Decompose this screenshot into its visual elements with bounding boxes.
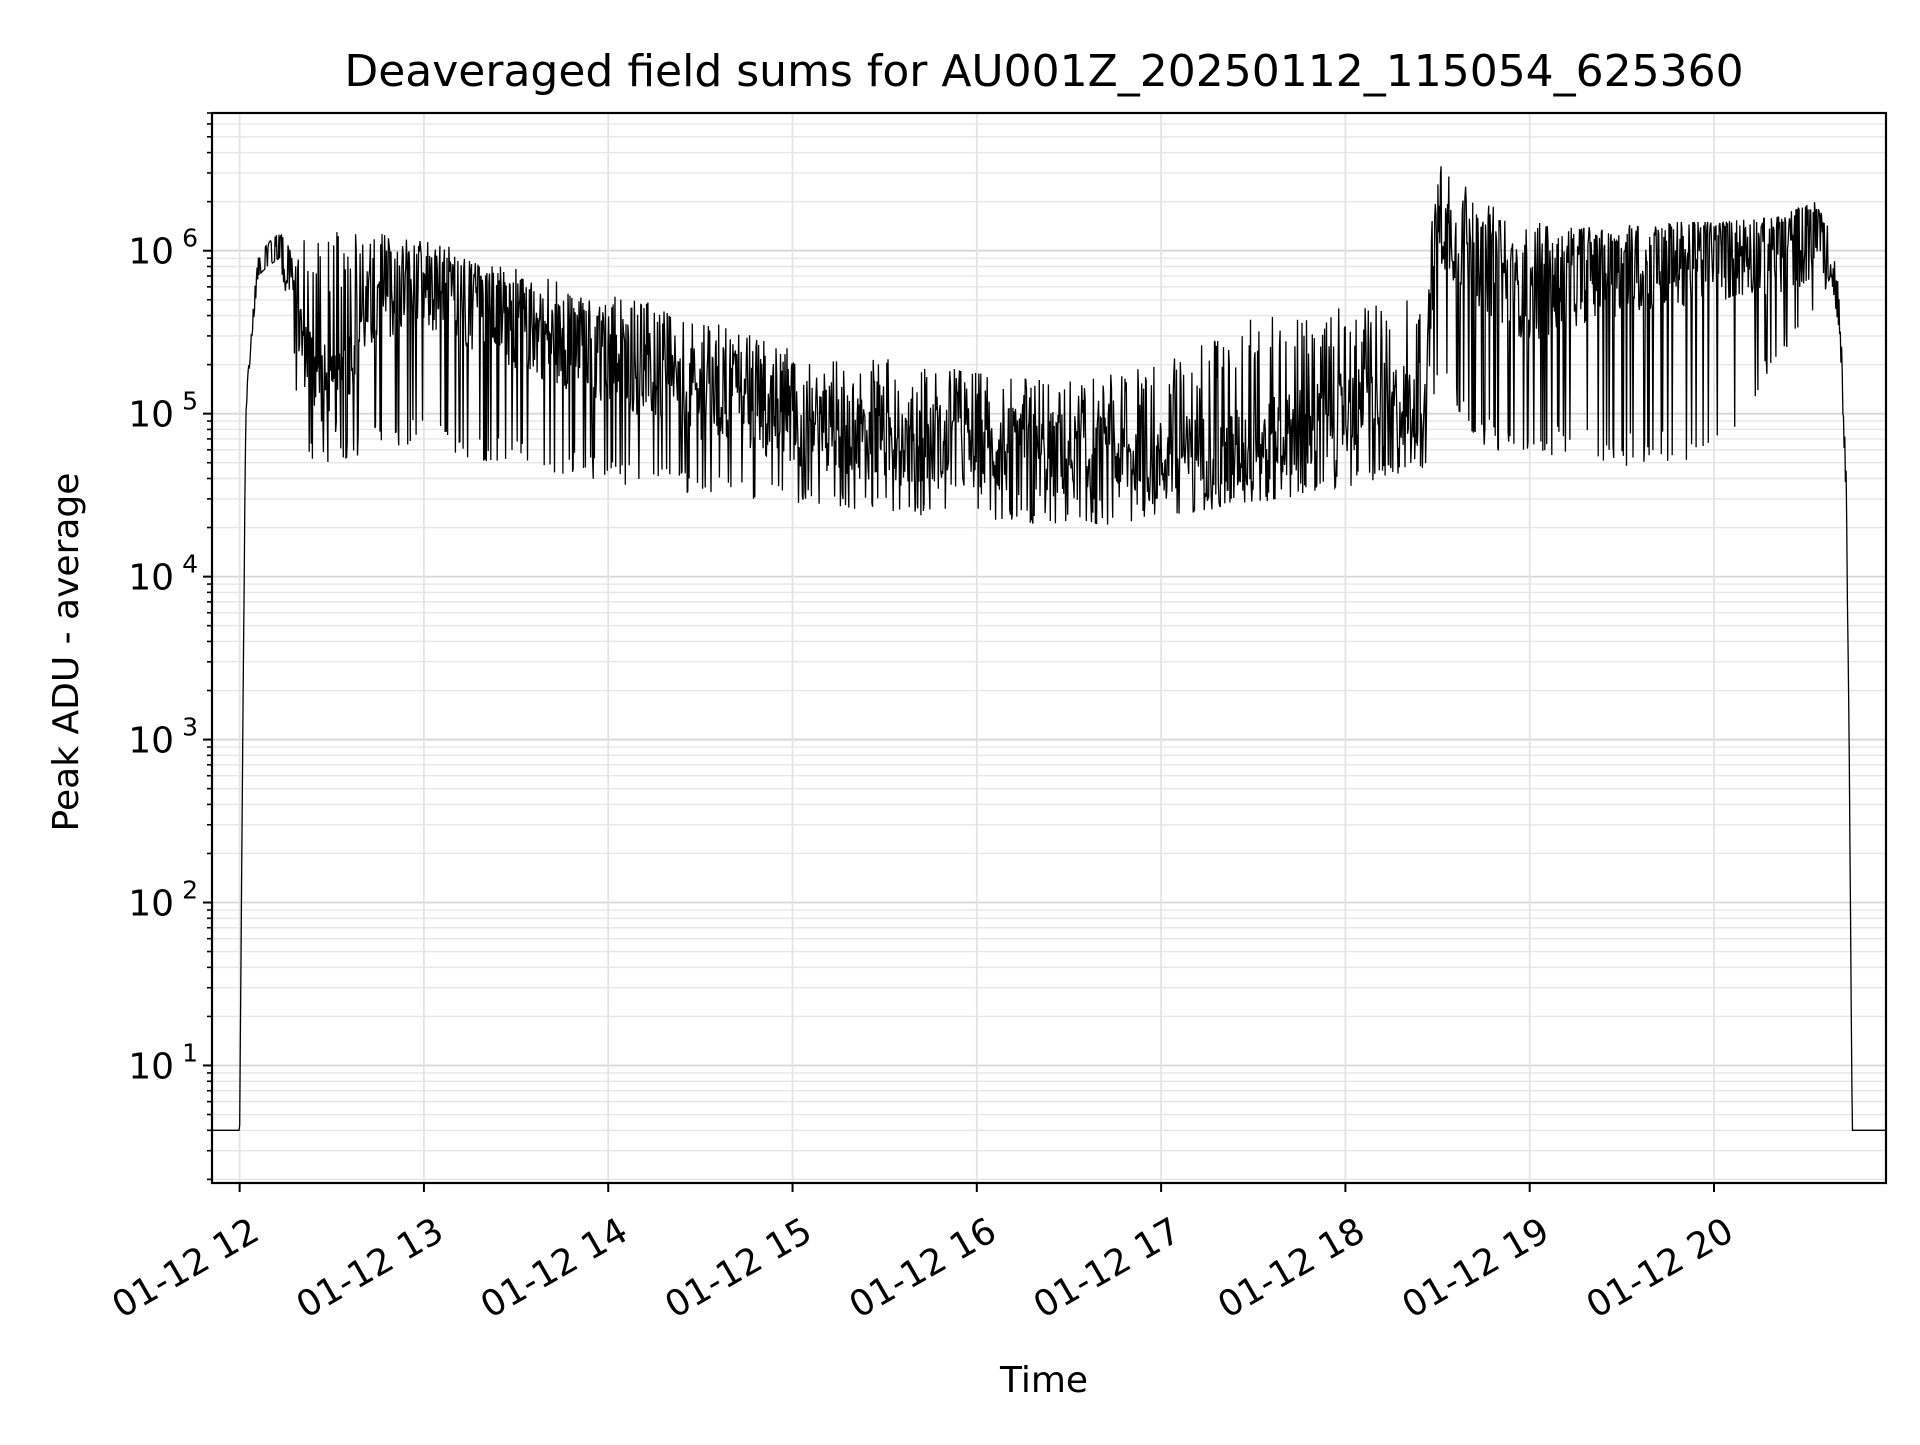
y-tick-exponent: 5 [182,387,198,416]
y-tick-label: 10 [128,232,174,273]
y-tick-label: 10 [128,558,174,599]
y-axis-label: Peak ADU - average [46,473,87,832]
y-tick-exponent: 4 [182,550,198,579]
y-tick-exponent: 1 [182,1038,198,1067]
y-tick-exponent: 6 [182,224,198,253]
series-line [212,166,1886,1131]
chart-title: Deaveraged field sums for AU001Z_2025011… [344,46,1743,97]
x-axis-label: Time [999,1360,1088,1401]
y-tick-label: 10 [128,395,174,436]
y-tick-label: 10 [128,1046,174,1087]
y-tick-exponent: 3 [182,713,198,742]
plot-area [212,166,1886,1131]
y-tick-label: 10 [128,884,174,925]
y-tick-exponent: 2 [182,876,198,905]
y-tick-label: 10 [128,721,174,762]
plot-frame [210,111,1888,1185]
